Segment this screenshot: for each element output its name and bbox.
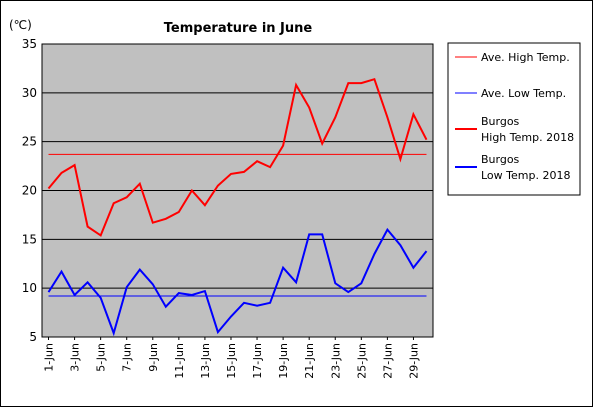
y-tick-label: 30 xyxy=(22,86,37,100)
x-axis-ticks: 1-Jun 3-Jun 5-Jun 7-Jun 9-Jun 11-Jun 13-Jun 15-… xyxy=(43,337,420,379)
legend-label: Burgos xyxy=(481,153,520,166)
x-tick-label: 23-Jun xyxy=(329,343,342,379)
y-tick-label: 5 xyxy=(29,330,37,344)
x-tick-label: 19-Jun xyxy=(277,343,290,379)
x-tick-label: 13-Jun xyxy=(199,343,212,379)
legend-label: Low Temp. 2018 xyxy=(481,169,570,182)
y-tick-label: 10 xyxy=(22,281,37,295)
x-tick-label: 25-Jun xyxy=(355,343,368,379)
series-lines xyxy=(47,77,428,337)
legend-label: Burgos xyxy=(481,115,520,128)
grid-lines xyxy=(42,92,433,289)
series-line-burgos-high-temp-2018 xyxy=(47,77,428,237)
legend-label: Ave. Low Temp. xyxy=(481,87,566,100)
y-tick-label: 15 xyxy=(22,232,37,246)
x-tick-label: 29-Jun xyxy=(407,343,420,379)
legend: Ave. High Temp. Ave. Low Temp. Burgos High … xyxy=(455,51,574,182)
legend-box xyxy=(447,42,581,196)
legend-label: Ave. High Temp. xyxy=(481,51,570,64)
y-axis-ticks: 5 10 15 20 25 30 35 xyxy=(22,37,37,344)
legend-label: High Temp. 2018 xyxy=(481,131,574,144)
x-tick-label: 5-Jun xyxy=(95,343,108,372)
x-tick-label: 21-Jun xyxy=(303,343,316,379)
x-tick-label: 27-Jun xyxy=(381,343,394,379)
x-tick-label: 15-Jun xyxy=(225,343,238,379)
series-line-burgos-low-temp-2018 xyxy=(47,227,428,337)
x-tick-label: 1-Jun xyxy=(43,343,56,372)
chart-title: Temperature in June xyxy=(164,21,313,36)
x-tick-label: 3-Jun xyxy=(69,343,82,372)
x-tick-label: 17-Jun xyxy=(251,343,264,379)
x-tick-label: 7-Jun xyxy=(121,343,134,372)
y-tick-label: 35 xyxy=(22,37,37,51)
x-tick-label: 9-Jun xyxy=(147,343,160,372)
y-axis-unit: (℃) xyxy=(9,18,32,32)
y-tick-label: 25 xyxy=(22,135,37,149)
x-tick-label: 11-Jun xyxy=(173,343,186,379)
y-tick-label: 20 xyxy=(22,184,37,198)
